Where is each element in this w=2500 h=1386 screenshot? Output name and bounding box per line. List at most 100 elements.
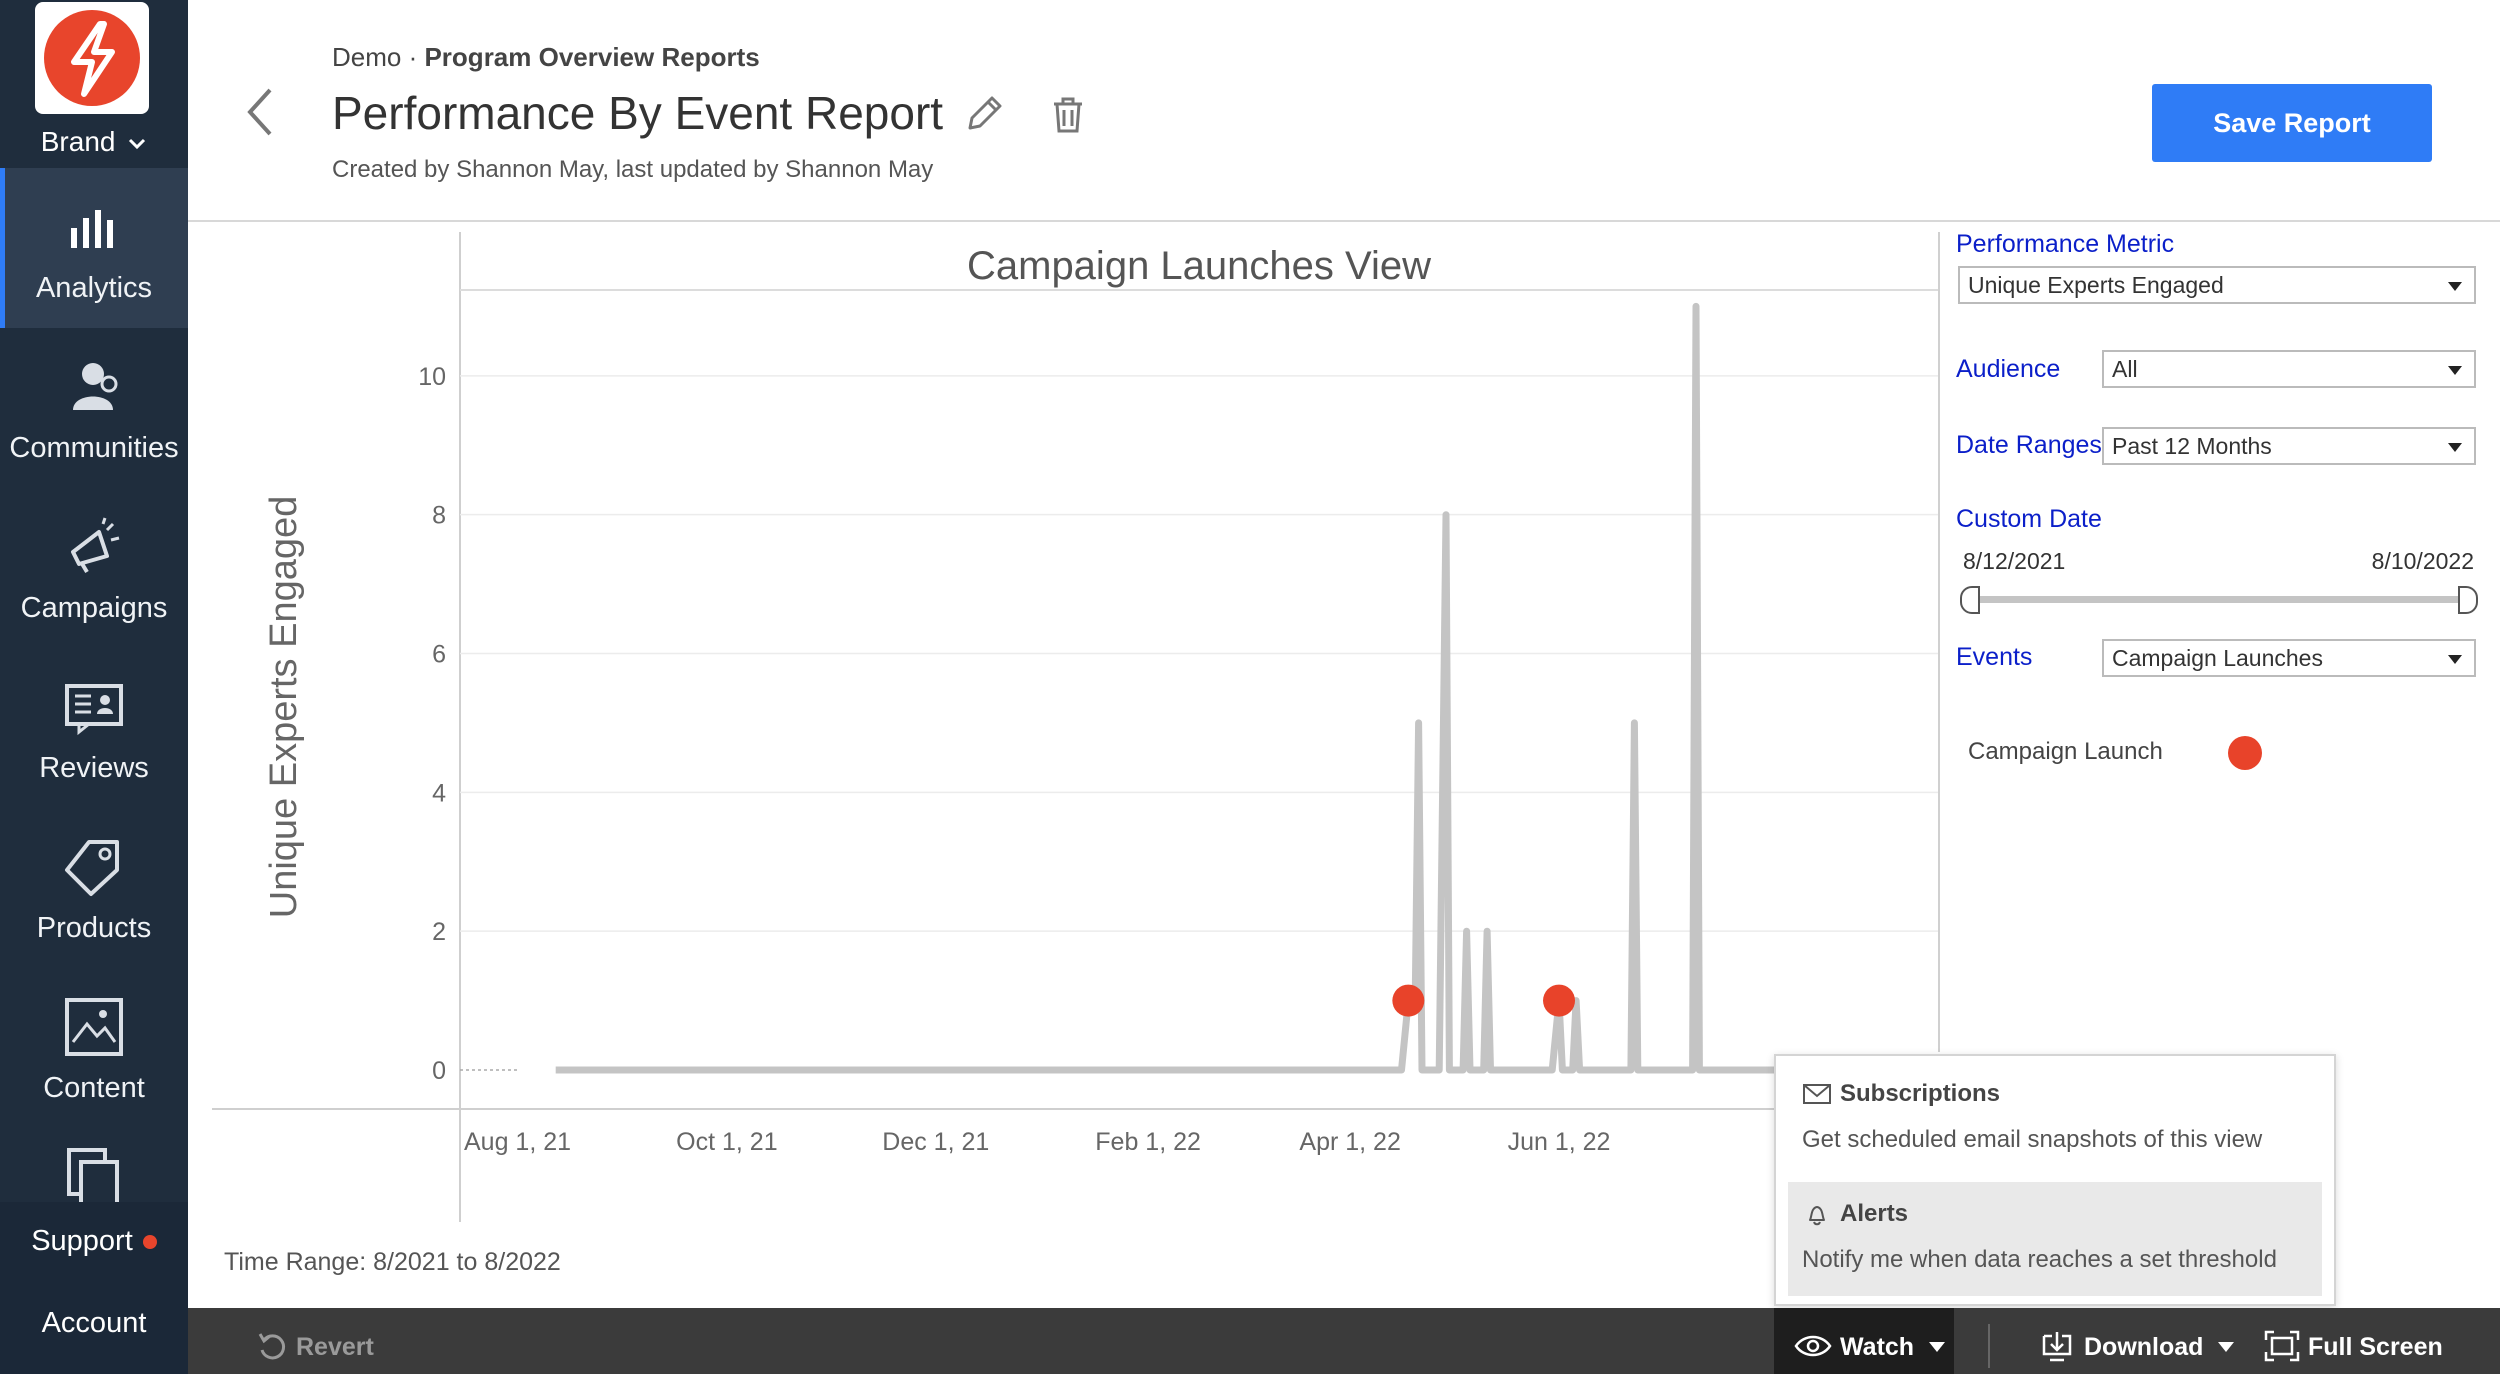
audience-label: Audience — [1956, 355, 2061, 383]
sidebar-item-label: Analytics — [35, 272, 153, 304]
legend-marker[interactable] — [2228, 736, 2262, 770]
panel-divider — [1938, 232, 1940, 1052]
chevron-down-icon — [129, 138, 146, 149]
legend-label: Campaign Launch — [1968, 738, 2163, 765]
sidebar: Brand Analytics Communities Campaigns — [0, 0, 188, 1374]
watch-label: Watch — [1840, 1333, 1915, 1361]
toolbar-divider — [1988, 1324, 1990, 1368]
x-tick-label: Aug 1, 21 — [464, 1128, 571, 1156]
back-arrow-icon[interactable] — [240, 82, 280, 142]
full-screen-label: Full Screen — [2308, 1333, 2443, 1361]
breadcrumb-section[interactable]: Program Overview Reports — [424, 42, 760, 72]
support-label: Support — [31, 1225, 133, 1257]
sidebar-footer — [0, 1202, 188, 1374]
chart-event-markers[interactable] — [1392, 984, 1576, 1017]
caret-down-icon — [2448, 366, 2462, 375]
watch-active-bg — [1774, 1308, 1954, 1374]
performance-metric-select[interactable]: Unique Experts Engaged — [1958, 266, 2476, 304]
review-card-icon — [65, 684, 123, 736]
performance-metric-label: Performance Metric — [1956, 230, 2175, 258]
y-tick-label: 4 — [432, 779, 446, 807]
brand-logo[interactable] — [35, 2, 149, 114]
sidebar-item-communities[interactable]: Communities — [0, 328, 188, 488]
y-axis-ticks: 0 2 4 6 8 10 — [418, 363, 446, 1085]
sidebar-item-label: Content — [43, 1072, 145, 1104]
date-range-slider[interactable] — [1972, 596, 2466, 603]
trash-icon[interactable] — [1052, 96, 1084, 134]
y-tick-label: 8 — [432, 502, 446, 530]
revert-button[interactable]: Revert — [256, 1308, 374, 1374]
breadcrumb: Demo · Program Overview Reports — [332, 42, 760, 73]
chart-title: Campaign Launches View — [966, 244, 1431, 288]
mail-icon — [1803, 1084, 1831, 1104]
slider-end-handle[interactable] — [2458, 586, 2478, 614]
audience-select[interactable]: All — [2102, 350, 2476, 388]
alerts-title: Alerts — [1840, 1200, 1909, 1227]
select-value: Past 12 Months — [2112, 433, 2272, 459]
sidebar-item-label: Reviews — [39, 752, 149, 784]
sidebar-item-campaigns[interactable]: Campaigns — [0, 488, 188, 648]
select-value: Unique Experts Engaged — [1968, 272, 2224, 298]
eye-icon — [1794, 1335, 1832, 1357]
caret-down-icon — [2218, 1342, 2235, 1352]
sidebar-item-more[interactable] — [0, 1128, 188, 1202]
custom-date-start: 8/12/2021 — [1963, 548, 2066, 574]
sidebar-item-analytics[interactable]: Analytics — [0, 168, 188, 328]
alerts-description: Notify me when data reaches a set thresh… — [1802, 1246, 2277, 1273]
subscriptions-description: Get scheduled email snapshots of this vi… — [1802, 1126, 2263, 1153]
pencil-icon[interactable] — [962, 92, 1006, 136]
y-tick-label: 0 — [432, 1057, 446, 1085]
chart-grid — [460, 375, 1938, 1071]
download-icon — [2042, 1332, 2072, 1362]
full-screen-icon — [2264, 1330, 2300, 1362]
custom-date-label: Custom Date — [1956, 505, 2102, 533]
communities-icon — [73, 363, 118, 410]
chart-frame — [212, 232, 1938, 1222]
watch-menu: Subscriptions Get scheduled email snapsh… — [1774, 1054, 2336, 1306]
campaign-launch-marker[interactable] — [1543, 984, 1576, 1017]
revert-label: Revert — [296, 1333, 374, 1361]
support-link[interactable]: Support — [0, 1225, 188, 1258]
account-link[interactable]: Account — [41, 1307, 147, 1339]
y-tick-label: 10 — [418, 363, 446, 391]
sidebar-item-label: Products — [36, 912, 152, 944]
watch-button[interactable]: Watch — [1794, 1308, 1946, 1374]
time-range-label: Time Range: 8/2021 to 8/2022 — [224, 1248, 561, 1276]
page-title: Performance By Event Report — [332, 87, 944, 139]
y-tick-label: 6 — [432, 640, 446, 668]
full-screen-button[interactable]: Full Screen — [2264, 1308, 2443, 1374]
line-chart[interactable]: 0 2 4 6 8 10 Aug 1, 21 Oct 1, 21 Dec 1, 21 Feb 1… — [188, 222, 1938, 1222]
download-label: Download — [2084, 1333, 2204, 1361]
bottom-toolbar: Revert Watch Download Full Screen — [188, 1308, 2500, 1374]
slider-start-handle[interactable] — [1960, 586, 1980, 614]
image-icon — [65, 998, 123, 1056]
chart-series — [555, 302, 1799, 1074]
subscriptions-option[interactable]: Subscriptions Get scheduled email snapsh… — [1788, 1062, 2322, 1176]
campaign-launch-marker[interactable] — [1392, 984, 1425, 1017]
brand-label: Brand — [40, 126, 116, 157]
undo-icon — [258, 1333, 286, 1360]
sidebar-item-label: Campaigns — [20, 592, 168, 624]
brand-switcher[interactable]: Brand — [0, 126, 188, 158]
bell-icon — [1809, 1206, 1825, 1226]
tag-icon — [65, 840, 119, 896]
select-value: All — [2112, 356, 2138, 382]
date-ranges-select[interactable]: Past 12 Months — [2102, 427, 2476, 465]
bar-chart-icon — [71, 210, 113, 248]
custom-date-end: 8/10/2022 — [2371, 548, 2474, 574]
download-button[interactable]: Download — [2040, 1308, 2235, 1374]
y-tick-label: 2 — [432, 918, 446, 946]
x-axis-ticks: Aug 1, 21 Oct 1, 21 Dec 1, 21 Feb 1, 22 Apr … — [464, 1128, 1610, 1156]
divider — [188, 220, 2500, 222]
subscriptions-title: Subscriptions — [1840, 1080, 2001, 1107]
sidebar-item-reviews[interactable]: Reviews — [0, 648, 188, 808]
breadcrumb-root[interactable]: Demo · — [332, 42, 425, 72]
lightning-bolt-icon — [44, 10, 140, 106]
series-line[interactable] — [555, 302, 1799, 1074]
sidebar-item-content[interactable]: Content — [0, 968, 188, 1128]
caret-down-icon — [2448, 443, 2462, 452]
sidebar-item-products[interactable]: Products — [0, 808, 188, 968]
alerts-option[interactable]: Alerts Notify me when data reaches a set… — [1788, 1182, 2322, 1296]
events-select[interactable]: Campaign Launches — [2102, 639, 2476, 677]
save-report-button[interactable]: Save Report — [2152, 84, 2432, 162]
